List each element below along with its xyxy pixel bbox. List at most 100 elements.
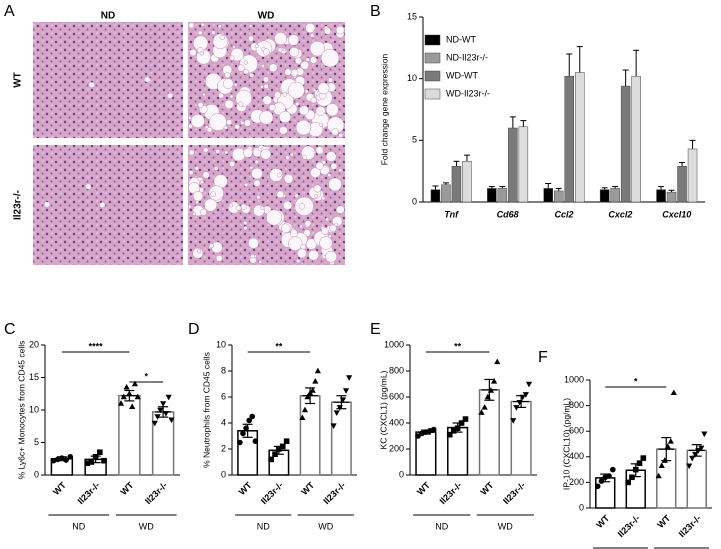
y-tick-label: 10 — [407, 73, 417, 83]
vacuole — [327, 173, 332, 178]
data-point — [168, 417, 175, 424]
data-point — [249, 413, 256, 420]
y-axis-label: Fold change gene expression — [379, 53, 389, 165]
vacuole — [276, 172, 282, 178]
vacuole — [295, 119, 312, 136]
vacuole — [304, 89, 309, 94]
histology-column: WD — [258, 11, 275, 22]
y-tick-label: 0 — [221, 469, 226, 479]
bar — [610, 188, 620, 203]
x-tick-label: Ccl2 — [554, 209, 573, 219]
group-label: WD — [498, 521, 513, 531]
data-point — [494, 358, 501, 365]
vessel — [99, 202, 105, 208]
group-label: WD — [318, 521, 333, 531]
bar — [575, 72, 585, 203]
x-tick-label: Il23r-/- — [616, 513, 642, 539]
legend-label: WD-WT — [446, 70, 478, 80]
data-point — [151, 420, 158, 427]
data-point — [88, 459, 95, 465]
bar — [508, 127, 518, 203]
y-tick-label: 600 — [569, 426, 584, 436]
data-point — [462, 416, 469, 422]
vacuole — [288, 236, 303, 251]
vacuole — [234, 124, 240, 130]
vacuole — [324, 27, 332, 35]
data-point — [268, 456, 274, 463]
bar — [656, 189, 666, 203]
data-point — [117, 400, 125, 406]
bar — [686, 449, 707, 509]
x-tick-label: Il23r-/- — [143, 480, 169, 506]
y-tick-label: 15 — [29, 372, 39, 382]
data-point — [154, 414, 161, 420]
histology-column: ND — [101, 11, 115, 22]
vacuole — [194, 166, 199, 171]
vacuole — [228, 160, 236, 168]
x-tick-label: Cxcl10 — [662, 209, 691, 219]
vacuole — [233, 82, 238, 87]
vacuole — [268, 63, 278, 73]
vacuole — [202, 92, 206, 97]
significance-label: **** — [89, 341, 104, 351]
vacuole — [197, 30, 203, 36]
vacuole — [243, 221, 248, 225]
bar — [543, 188, 553, 203]
data-point — [450, 428, 457, 434]
vacuole — [282, 92, 288, 97]
x-tick-label: Il23r-/- — [76, 480, 102, 506]
vacuole — [228, 203, 234, 208]
vacuole — [235, 89, 253, 107]
vacuole — [188, 149, 195, 156]
y-tick-label: 10 — [216, 339, 226, 349]
vacuole — [309, 40, 326, 57]
group-label: ND — [72, 521, 85, 531]
x-tick-label: WT — [51, 480, 68, 497]
vacuole — [336, 205, 345, 214]
vacuole — [256, 194, 261, 200]
vacuole — [287, 34, 300, 46]
vacuole — [309, 56, 318, 64]
vacuole — [192, 212, 197, 216]
histology-row: Il23r-/- — [13, 190, 24, 220]
vacuole — [254, 159, 259, 165]
data-point — [160, 401, 167, 407]
data-point — [330, 423, 337, 429]
vacuole — [330, 162, 338, 170]
y-tick-label: 6 — [221, 391, 226, 401]
data-point — [123, 383, 130, 390]
data-point — [522, 392, 529, 398]
legend-label: ND-Il23r-/- — [446, 52, 488, 62]
data-point — [252, 438, 259, 445]
vacuole — [262, 48, 270, 56]
vacuole — [199, 208, 207, 216]
y-tick-label: 200 — [569, 477, 584, 487]
vacuole — [217, 24, 222, 29]
bar — [666, 191, 677, 203]
vacuole — [327, 77, 333, 83]
significance-label: ** — [275, 341, 283, 351]
panel-letter: A — [4, 3, 15, 20]
vacuole — [243, 182, 249, 187]
x-tick-label: WT — [478, 480, 495, 497]
vacuole — [197, 249, 201, 254]
bar — [430, 189, 441, 203]
x-tick-label: Cxcl2 — [608, 209, 632, 219]
vacuole — [331, 128, 339, 136]
data-point — [309, 387, 316, 393]
vacuole — [321, 227, 329, 235]
bar — [118, 394, 141, 476]
vacuole — [302, 154, 307, 160]
vacuole — [325, 151, 337, 162]
x-tick-label: WT — [299, 480, 316, 497]
histology-row: WT — [13, 72, 24, 88]
vacuole — [304, 220, 312, 227]
data-point — [598, 478, 605, 484]
panel-letter: B — [370, 3, 381, 20]
y-axis-label: IP-10 (CXCL10) (pg/mL) — [561, 398, 571, 490]
vacuole — [313, 194, 318, 198]
legend-label: WD-Il23r-/- — [446, 88, 490, 98]
vacuole — [290, 68, 299, 77]
group-label: WD — [139, 521, 154, 531]
